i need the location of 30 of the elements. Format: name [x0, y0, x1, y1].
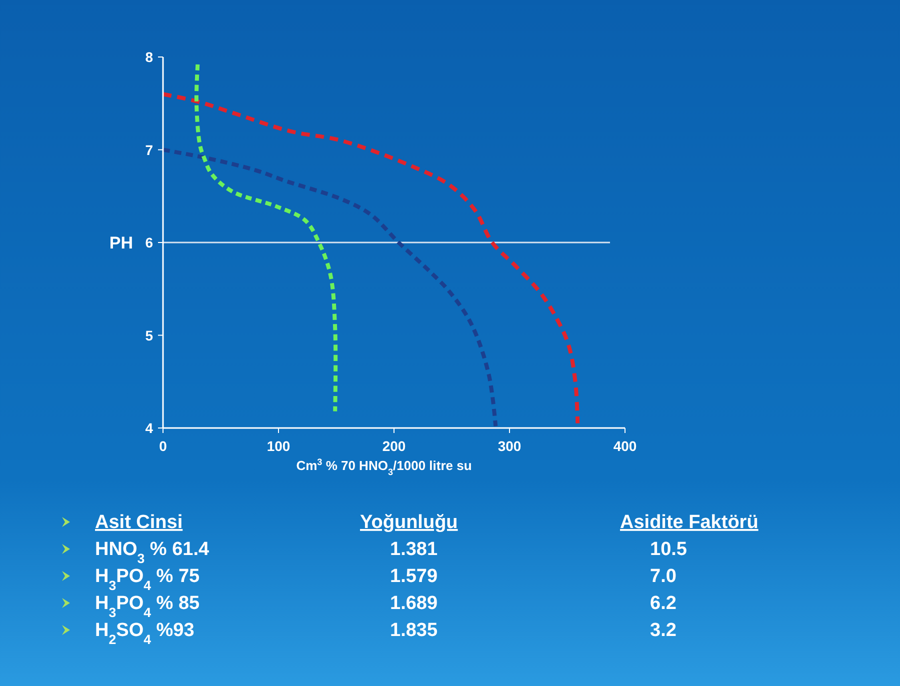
y-axis-title: PH: [109, 234, 133, 252]
line-series: [161, 148, 498, 428]
y-tick-label: 7: [145, 142, 154, 158]
x-axis-title: Cm$^{3}$ % 70 HNO$_{3}$/1000 litre su: [296, 457, 472, 477]
y-tick-label: 8: [145, 49, 154, 65]
line-series: [194, 62, 338, 414]
text: 3.2: [650, 620, 676, 641]
text: 10.5: [650, 539, 688, 560]
text: 7.0: [650, 566, 676, 587]
x-tick-label: 100: [266, 438, 290, 454]
y-tick-label: 6: [145, 234, 154, 250]
text: HNO$_{3}$ % 61.4: [95, 539, 210, 566]
y-tick-label: 5: [145, 327, 154, 344]
text: Asidite Faktörü: [620, 512, 758, 533]
text: 1.381: [390, 539, 438, 560]
x-tick-label: 400: [613, 438, 637, 454]
text: H$_{2}$SO$_{4}$ %93: [95, 620, 194, 646]
x-tick-label: 300: [498, 438, 522, 454]
text: 1.689: [390, 593, 438, 614]
line-series: [161, 92, 580, 426]
text: H$_{3}$PO$_{4}$ % 75: [95, 566, 200, 592]
x-tick-label: 0: [159, 438, 168, 454]
text: 1.835: [390, 620, 438, 641]
text: Yoğunluğu: [360, 512, 458, 533]
x-tick-label: 200: [382, 438, 406, 454]
text: 1.579: [390, 566, 438, 587]
text: H$_{3}$PO$_{4}$ % 85: [95, 593, 200, 620]
text: 6.2: [650, 593, 676, 614]
text: Asit Cinsi: [95, 512, 183, 533]
y-tick-label: 4: [145, 420, 154, 436]
